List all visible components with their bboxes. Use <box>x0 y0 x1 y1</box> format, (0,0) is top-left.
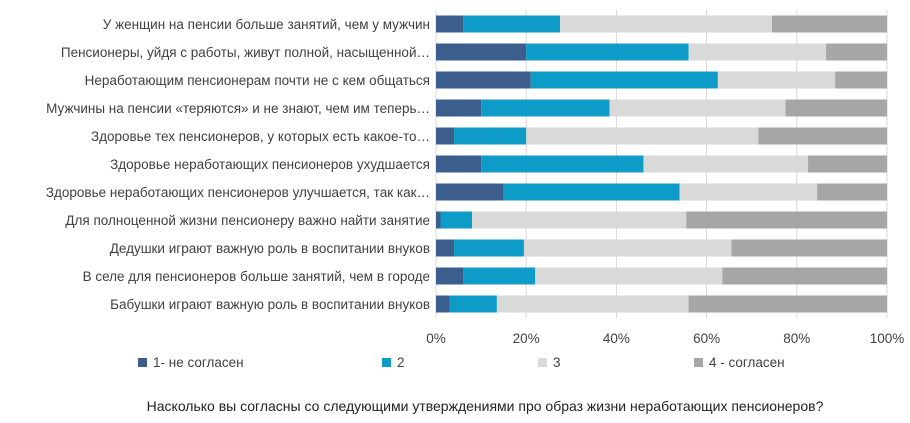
bar-segment-series-3 <box>560 15 772 33</box>
bar-segment-series-2 <box>454 127 527 145</box>
legend-label: 1- не согласен <box>153 355 244 370</box>
bar-segment-series-3 <box>523 239 732 257</box>
category-label: Для полноценной жизни пенсионеру важно н… <box>65 213 430 228</box>
stacked-bar-chart: У женщин на пенсии больше занятий, чем у… <box>46 10 904 346</box>
legend-swatch <box>382 358 391 367</box>
legend-item: 4 - согласен <box>694 355 785 370</box>
legend: 1- не согласен 2 3 4 - согласен <box>0 355 910 375</box>
bar-segment-series-1 <box>436 43 527 61</box>
category-label: Неработающим пенсионерам почти не с кем … <box>85 73 430 88</box>
category-labels: У женщин на пенсии больше занятий, чем у… <box>46 17 430 312</box>
bar-segment-series-2 <box>503 183 680 201</box>
chart-caption: Насколько вы согласны со следующими утве… <box>146 398 824 414</box>
bar-segment-series-4 <box>722 267 887 285</box>
bar-segment-series-1 <box>436 71 531 89</box>
legend-item: 1- не согласен <box>138 355 244 370</box>
x-tick-label: 40% <box>603 331 630 346</box>
legend-swatch <box>538 358 547 367</box>
bar-segment-series-2 <box>449 295 497 313</box>
bar-segment-series-4 <box>817 183 887 201</box>
bar-segment-series-4 <box>731 239 887 257</box>
bar-segment-series-4 <box>758 127 887 145</box>
bar-segment-series-2 <box>530 71 718 89</box>
bar-segment-series-4 <box>771 15 887 33</box>
legend-swatch <box>138 358 147 367</box>
category-label: Дедушки играют важную роль в воспитании … <box>110 241 430 256</box>
bar-segment-series-3 <box>609 99 786 117</box>
bar-segment-series-4 <box>826 43 887 61</box>
bar-segment-series-1 <box>436 155 482 173</box>
bar-segment-series-2 <box>440 211 473 229</box>
x-tick-label: 80% <box>783 331 810 346</box>
bar-segment-series-3 <box>679 183 818 201</box>
legend-label: 4 - согласен <box>709 355 785 370</box>
bar-segment-series-2 <box>481 155 644 173</box>
bar-segment-series-1 <box>436 99 482 117</box>
x-axis-ticks: 0% 20% 40% 60% 80% 100% <box>426 331 904 346</box>
bar-segment-series-1 <box>436 127 455 145</box>
bar-segment-series-2 <box>454 239 524 257</box>
bars <box>436 15 887 313</box>
bar-segment-series-3 <box>496 295 689 313</box>
bar-segment-series-1 <box>436 183 504 201</box>
bar-segment-series-3 <box>717 71 836 89</box>
category-label: У женщин на пенсии больше занятий, чем у… <box>103 17 430 32</box>
bar-segment-series-4 <box>808 155 887 173</box>
category-label: Пенсионеры, уйдя с работы, живут полной,… <box>61 45 430 60</box>
bar-segment-series-4 <box>785 99 887 117</box>
category-label: Бабушки играют важную роль в воспитании … <box>110 297 430 312</box>
bar-segment-series-1 <box>436 267 464 285</box>
category-label: Здоровье неработающих пенсионеров улучша… <box>46 185 430 200</box>
legend-label: 3 <box>553 355 561 370</box>
bar-segment-series-2 <box>463 267 536 285</box>
bar-segment-series-4 <box>835 71 887 89</box>
bar-segment-series-4 <box>688 295 887 313</box>
legend-item: 2 <box>382 355 405 370</box>
legend-swatch <box>694 358 703 367</box>
category-label: Здоровье тех пенсионеров, у которых есть… <box>91 129 430 144</box>
legend-label: 2 <box>397 355 405 370</box>
x-tick-label: 20% <box>513 331 540 346</box>
bar-segment-series-3 <box>643 155 809 173</box>
bar-segment-series-1 <box>436 15 464 33</box>
bar-segment-series-4 <box>686 211 887 229</box>
x-tick-label: 100% <box>870 331 905 346</box>
bar-segment-series-2 <box>481 99 610 117</box>
bar-segment-series-2 <box>526 43 689 61</box>
bar-segment-series-3 <box>526 127 759 145</box>
category-label: Мужчины на пенсии «теряются» и не знают,… <box>46 101 430 116</box>
bar-segment-series-1 <box>436 295 450 313</box>
bar-segment-series-1 <box>436 239 455 257</box>
bar-segment-series-3 <box>472 211 687 229</box>
bar-segment-series-2 <box>463 15 561 33</box>
bar-segment-series-3 <box>535 267 723 285</box>
bar-segment-series-3 <box>688 43 827 61</box>
x-tick-label: 60% <box>693 331 720 346</box>
category-label: В селе для пенсионеров больше занятий, ч… <box>83 269 430 284</box>
legend-item: 3 <box>538 355 561 370</box>
category-label: Здоровье неработающих пенсионеров ухудша… <box>110 157 430 172</box>
x-tick-label: 0% <box>426 331 446 346</box>
bar-segment-series-1 <box>436 211 441 229</box>
